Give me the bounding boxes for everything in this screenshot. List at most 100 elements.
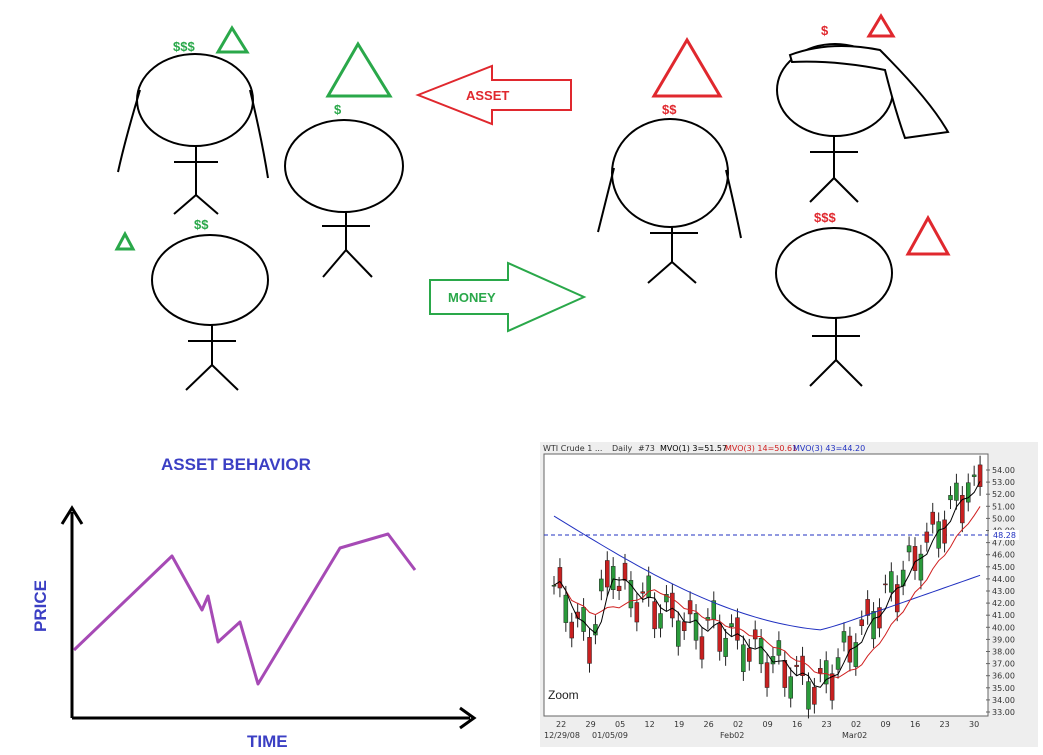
candle-body xyxy=(747,647,752,662)
y-tick-label: 44.00 xyxy=(992,575,1015,584)
y-tick-labels: 54.0053.0052.0051.0050.0049.0047.0046.00… xyxy=(986,466,1015,717)
candle-body xyxy=(741,644,746,672)
asset-behavior-title: ASSET BEHAVIOR xyxy=(161,455,311,474)
candle-body xyxy=(948,495,953,501)
x-tick-label: 19 xyxy=(674,720,684,729)
chart-header-prefix: WTI Crude 1 ... xyxy=(543,444,602,453)
x-tick-label: 02 xyxy=(733,720,743,729)
dollar-label-left-man-bottom: $$ xyxy=(194,217,209,232)
candle-body xyxy=(924,531,930,543)
chart-header-period: Daily xyxy=(612,444,633,453)
candle-body xyxy=(587,637,592,664)
time-axis-label: TIME xyxy=(247,732,288,751)
figure-left-man-bottom xyxy=(151,234,269,391)
candle-body xyxy=(670,592,675,619)
candle-body xyxy=(942,519,947,544)
x-date-label-3: Mar02 xyxy=(842,731,867,740)
candle-body xyxy=(729,623,734,627)
candle-body xyxy=(563,594,569,623)
candle-body xyxy=(965,482,971,503)
candle-body xyxy=(794,664,799,667)
candle-body xyxy=(752,629,758,640)
candle-body xyxy=(634,602,640,623)
candle-body xyxy=(687,600,693,615)
x-date-label-0: 12/29/08 xyxy=(544,731,580,740)
x-tick-label: 30 xyxy=(969,720,979,729)
money-arrow: MONEY xyxy=(429,261,587,333)
candle-body xyxy=(800,655,805,676)
triangle-red-large-icon xyxy=(651,37,723,98)
triangle-green-large-icon xyxy=(325,41,393,98)
y-tick-label: 40.00 xyxy=(992,623,1015,632)
candle-body xyxy=(676,620,681,647)
y-tick-label: 43.00 xyxy=(992,587,1015,596)
candle-body xyxy=(599,578,604,592)
figure-right-bottom xyxy=(775,227,893,387)
chart-header-count: #73 xyxy=(638,444,655,453)
moving-average-medium xyxy=(553,506,981,679)
chart-header-ma2: MVO(3) 14=50.61 xyxy=(725,444,797,453)
asset-arrow: ASSET xyxy=(415,64,572,126)
y-tick-label: 34.00 xyxy=(992,696,1015,705)
candle-body xyxy=(829,673,835,701)
x-tick-label: 09 xyxy=(881,720,891,729)
x-date-label-1: 01/05/09 xyxy=(592,731,628,740)
candle-body xyxy=(646,575,651,598)
y-tick-label: 46.00 xyxy=(992,551,1015,560)
x-tick-label: 02 xyxy=(851,720,861,729)
price-axis-label: PRICE xyxy=(31,580,50,632)
y-tick-label: 52.00 xyxy=(992,490,1015,499)
candle-body xyxy=(628,580,634,609)
triangle-green-tiny-icon xyxy=(114,230,136,251)
x-tick-label: 23 xyxy=(940,720,950,729)
dollar-label-left-man-right: $ xyxy=(334,102,342,117)
candle-body xyxy=(823,660,829,685)
candle-body xyxy=(835,657,841,670)
candle-body xyxy=(806,681,811,710)
dollar-label-right-top: $ xyxy=(821,23,829,38)
y-tick-label: 41.00 xyxy=(992,611,1015,620)
x-tick-label: 09 xyxy=(763,720,773,729)
asset-behavior-line xyxy=(72,532,417,686)
figure-right-top xyxy=(776,43,950,203)
y-tick-label: 39.00 xyxy=(992,635,1015,644)
candle-body xyxy=(569,621,575,639)
candle-body xyxy=(735,617,740,641)
candle-body xyxy=(865,599,870,616)
candle-body xyxy=(551,584,557,587)
candle-body xyxy=(782,660,788,688)
candle-body xyxy=(841,631,847,643)
moving-average-fast xyxy=(553,481,981,688)
candle-body xyxy=(883,583,888,586)
candle-body xyxy=(652,601,657,630)
dollar-label-right-woman: $$ xyxy=(662,102,677,117)
candle-body xyxy=(930,511,935,525)
candle-body xyxy=(681,621,687,631)
y-tick-label: 36.00 xyxy=(992,672,1015,681)
current-price-label: 48.28 xyxy=(993,531,1016,540)
candle-body xyxy=(658,613,663,629)
y-tick-label: 35.00 xyxy=(992,684,1015,693)
candle-body xyxy=(818,668,823,674)
triangle-green-small-icon xyxy=(215,25,250,54)
candle-body xyxy=(871,611,876,640)
candle-body xyxy=(693,613,699,641)
y-tick-label: 42.00 xyxy=(992,599,1015,608)
candle-body xyxy=(960,495,965,524)
candle-body xyxy=(918,553,924,581)
candle-body xyxy=(912,546,918,571)
x-tick-label: 16 xyxy=(792,720,802,729)
triangle-red-large-icon xyxy=(905,214,951,256)
x-tick-labels: 22 29 05 12 19 26 02 09 16 23 02 09 16 23 30 xyxy=(556,720,979,729)
candle-body xyxy=(616,585,622,592)
candle-body xyxy=(788,676,793,699)
candle-body xyxy=(906,545,912,553)
y-tick-label: 54.00 xyxy=(992,466,1015,475)
zoom-label: Zoom xyxy=(548,688,579,702)
candle-body xyxy=(764,662,770,688)
x-tick-label: 29 xyxy=(586,720,596,729)
y-tick-label: 37.00 xyxy=(992,660,1015,669)
triangle-red-small-icon xyxy=(866,13,896,38)
dollar-label-left-woman: $$$ xyxy=(173,39,195,54)
